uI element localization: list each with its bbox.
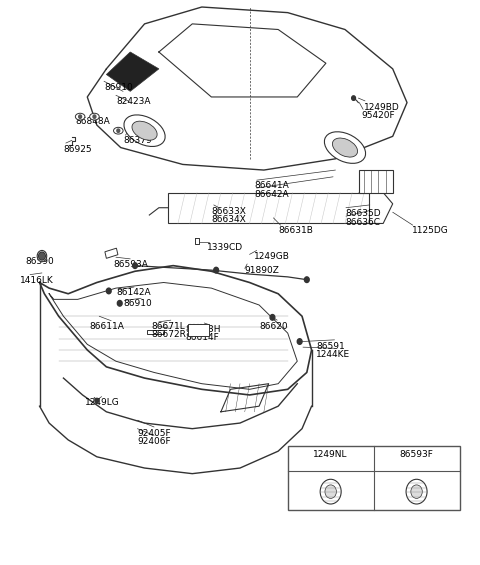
Text: 1249GB: 1249GB: [254, 251, 290, 260]
Text: 86636C: 86636C: [345, 218, 380, 227]
Text: 86613H: 86613H: [185, 325, 221, 334]
Text: 1249NL: 1249NL: [316, 461, 351, 470]
Text: 86620: 86620: [259, 322, 288, 331]
Text: 95420F: 95420F: [362, 111, 396, 120]
Text: 1416LK: 1416LK: [20, 276, 53, 285]
Text: 86925: 86925: [63, 145, 92, 154]
Text: 86635D: 86635D: [345, 210, 381, 219]
Text: 86590: 86590: [25, 257, 54, 266]
Circle shape: [79, 115, 82, 118]
Text: 1244KE: 1244KE: [316, 350, 350, 359]
Text: 91890Z: 91890Z: [245, 266, 280, 275]
Text: 86591: 86591: [316, 341, 345, 350]
Text: 86641A: 86641A: [254, 181, 289, 190]
Text: 86910: 86910: [123, 299, 152, 308]
Ellipse shape: [132, 121, 157, 140]
Circle shape: [320, 479, 341, 504]
Text: 86593F: 86593F: [400, 450, 433, 459]
Circle shape: [39, 253, 44, 259]
Circle shape: [107, 288, 111, 294]
Circle shape: [411, 485, 422, 498]
Text: 1125DG: 1125DG: [412, 226, 448, 235]
Circle shape: [297, 339, 302, 344]
Ellipse shape: [124, 115, 165, 146]
Circle shape: [325, 485, 336, 498]
Text: 92405F: 92405F: [137, 429, 171, 438]
Text: 86848A: 86848A: [75, 116, 110, 125]
Bar: [168, 193, 369, 224]
Bar: [360, 170, 393, 193]
Circle shape: [406, 479, 427, 504]
Ellipse shape: [333, 138, 358, 157]
Circle shape: [214, 267, 218, 273]
Text: 86614F: 86614F: [185, 333, 219, 342]
Text: 86634X: 86634X: [211, 215, 246, 224]
Ellipse shape: [324, 132, 366, 163]
Text: 86142A: 86142A: [116, 288, 151, 297]
Ellipse shape: [114, 127, 123, 134]
Circle shape: [93, 115, 96, 118]
Text: 86633X: 86633X: [211, 207, 246, 216]
Circle shape: [95, 398, 99, 403]
Circle shape: [132, 263, 137, 268]
Circle shape: [304, 277, 309, 282]
Text: 86379: 86379: [123, 136, 152, 145]
Text: 86671L: 86671L: [152, 322, 185, 331]
Text: 86631B: 86631B: [278, 226, 313, 235]
Text: 92406F: 92406F: [137, 437, 171, 446]
Text: 86642A: 86642A: [254, 190, 289, 199]
Circle shape: [352, 96, 356, 101]
Polygon shape: [147, 331, 164, 334]
Bar: [105, 248, 118, 258]
Text: 1339CD: 1339CD: [206, 243, 243, 252]
Text: 86672R: 86672R: [152, 331, 187, 340]
Text: 1249NL: 1249NL: [313, 450, 348, 459]
Polygon shape: [107, 52, 159, 92]
Bar: [188, 324, 209, 336]
Text: 86593A: 86593A: [114, 260, 148, 269]
Text: 1249LG: 1249LG: [85, 398, 120, 407]
Ellipse shape: [37, 250, 47, 262]
Circle shape: [117, 129, 120, 132]
Text: 1249BD: 1249BD: [364, 103, 400, 112]
Text: 82423A: 82423A: [116, 97, 150, 106]
Circle shape: [117, 301, 122, 306]
Ellipse shape: [90, 113, 99, 120]
Circle shape: [38, 252, 45, 260]
Text: 86611A: 86611A: [90, 322, 124, 331]
Ellipse shape: [75, 113, 85, 120]
Text: 86593F: 86593F: [378, 461, 412, 470]
Bar: [288, 446, 459, 510]
Text: 86910: 86910: [104, 83, 133, 92]
Circle shape: [270, 315, 275, 320]
